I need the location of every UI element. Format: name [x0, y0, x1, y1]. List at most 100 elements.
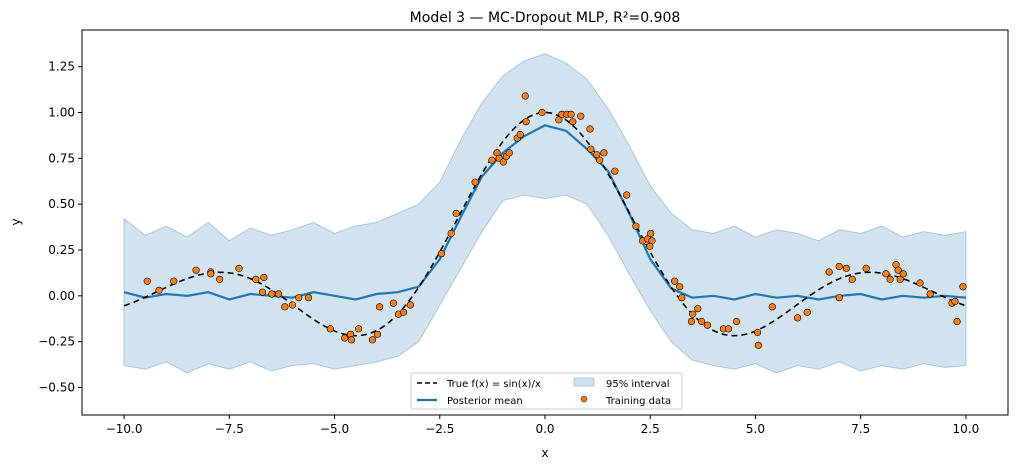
training-point — [611, 167, 619, 175]
x-tick-label: 2.5 — [641, 422, 660, 436]
training-point — [399, 308, 408, 316]
training-point — [170, 277, 178, 285]
y-tick-label: 0.00 — [48, 289, 75, 303]
interval-band — [123, 53, 967, 374]
x-tick-label: −10.0 — [106, 422, 143, 436]
training-point — [260, 273, 268, 282]
y-tick-label: 1.25 — [48, 60, 75, 74]
y-tick-label: 0.25 — [48, 243, 75, 257]
y-axis-label: y — [9, 218, 23, 225]
training-point — [505, 149, 513, 157]
plot-area — [123, 53, 967, 374]
x-tick-label: 0.0 — [535, 422, 554, 436]
training-point — [676, 283, 684, 291]
training-point — [689, 310, 697, 318]
training-point — [216, 275, 224, 283]
training-point — [835, 262, 843, 271]
x-tick-label: −2.5 — [425, 422, 454, 436]
training-point — [252, 275, 260, 283]
training-point — [697, 317, 706, 326]
training-point — [521, 92, 529, 100]
training-point — [632, 222, 640, 230]
training-point — [555, 116, 563, 124]
training-point — [768, 303, 776, 311]
training-point — [803, 308, 811, 316]
training-point — [586, 125, 594, 133]
legend-frame — [410, 372, 683, 410]
training-point — [600, 149, 608, 157]
training-point — [155, 286, 163, 294]
training-point — [623, 191, 631, 199]
training-point — [389, 299, 398, 307]
training-point — [373, 330, 382, 338]
training-point — [567, 110, 575, 118]
training-point — [916, 279, 924, 287]
training-point — [862, 264, 870, 272]
training-point — [207, 270, 215, 278]
training-point — [882, 270, 890, 278]
y-tick-label: 0.75 — [48, 151, 75, 165]
training-point — [516, 130, 524, 139]
training-point — [281, 303, 289, 311]
training-point — [368, 336, 377, 344]
training-point — [842, 264, 850, 272]
training-point — [951, 297, 959, 305]
training-point — [671, 277, 679, 285]
training-point — [452, 209, 460, 217]
training-point — [375, 303, 384, 311]
legend-true-fn-label: True f(x) = sin(x)/x — [446, 379, 541, 390]
training-point — [288, 301, 297, 309]
training-point — [577, 112, 585, 120]
training-point — [143, 277, 151, 285]
training-point — [894, 266, 902, 274]
training-point — [596, 156, 604, 164]
training-point — [703, 321, 712, 329]
legend-train-swatch — [580, 395, 588, 403]
training-point — [488, 156, 496, 164]
training-point — [499, 158, 507, 166]
y-tick-label: 1.00 — [48, 106, 75, 120]
legend-interval-label: 95% interval — [606, 379, 670, 390]
legend-train-label: Training data — [605, 396, 671, 407]
training-point — [959, 283, 967, 291]
training-point — [793, 314, 802, 322]
training-point — [848, 275, 856, 283]
training-point — [687, 317, 696, 326]
legend: True f(x) = sin(x)/x Posterior mean 95% … — [410, 372, 683, 410]
training-point — [678, 294, 686, 302]
training-point — [274, 290, 283, 298]
x-tick-label: −5.0 — [320, 422, 349, 436]
y-tick-label: 0.50 — [48, 197, 75, 211]
y-tick-label: −0.50 — [38, 381, 75, 395]
training-point — [732, 317, 741, 326]
training-point — [647, 229, 655, 238]
training-point — [235, 264, 243, 272]
training-point — [569, 118, 577, 126]
x-axis-label: x — [541, 446, 548, 460]
training-point — [192, 266, 200, 274]
training-point — [304, 294, 313, 302]
training-point — [646, 242, 654, 250]
training-point — [926, 290, 934, 298]
training-point — [587, 145, 595, 153]
training-point — [835, 294, 843, 302]
training-point — [354, 325, 363, 333]
training-point — [347, 336, 355, 344]
training-point — [295, 294, 303, 302]
training-point — [258, 288, 267, 296]
training-point — [896, 275, 904, 283]
training-point — [326, 325, 334, 333]
x-axis: −10.0 −7.5 −5.0 −2.5 0.0 2.5 5.0 7.5 10.0 — [106, 415, 980, 436]
training-point — [522, 118, 530, 126]
training-point — [593, 151, 601, 159]
training-point — [447, 229, 455, 238]
x-tick-label: 10.0 — [953, 422, 980, 436]
chart-title: Model 3 — MC-Dropout MLP, R²=0.908 — [410, 10, 681, 26]
training-point — [268, 290, 276, 298]
x-tick-label: −7.5 — [215, 422, 244, 436]
training-point — [406, 301, 414, 309]
x-tick-label: 7.5 — [851, 422, 870, 436]
y-axis: −0.50 −0.25 0.00 0.25 0.50 0.75 1.00 1.25 — [38, 60, 82, 395]
training-point — [341, 334, 349, 342]
